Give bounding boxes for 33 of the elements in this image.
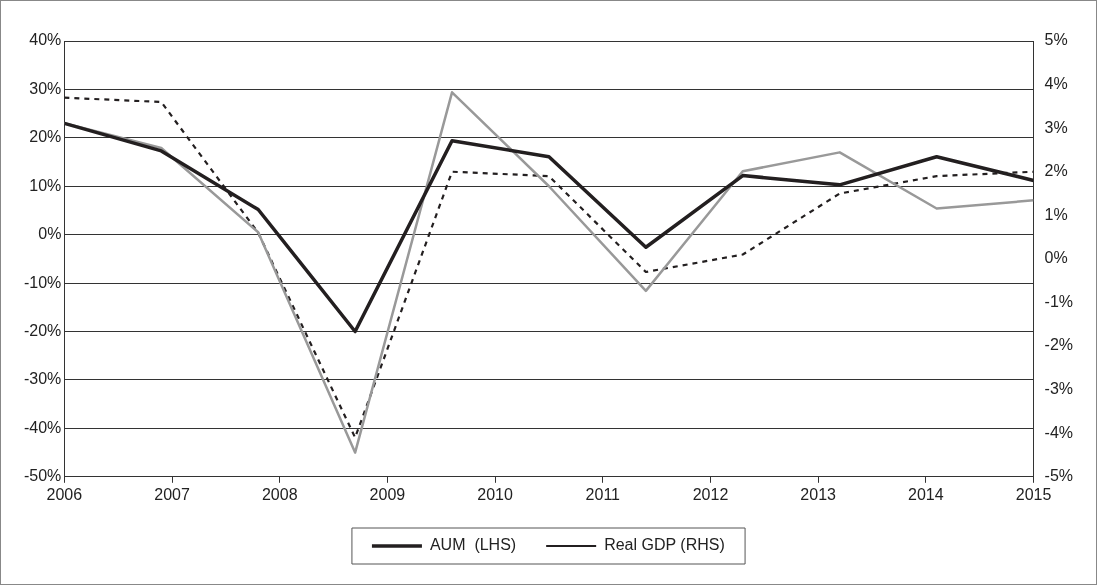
x-tick-label: 2008 (261, 485, 298, 503)
y2-tick-label: -1% (1044, 292, 1073, 310)
x-tick-label: 2012 (692, 485, 729, 503)
x-tick-label: 2011 (585, 485, 621, 503)
x-tick-label: 2009 (369, 485, 406, 503)
legend-label: Real GDP (RHS) (604, 536, 725, 554)
y-tick-label: 10% (29, 176, 62, 194)
x-tick-label: 2006 (46, 485, 83, 503)
y2-tick-label: 0% (1044, 249, 1068, 267)
y2-tick-label: -2% (1044, 336, 1073, 354)
y2-tick-label: 3% (1044, 118, 1068, 136)
y2-tick-label: 2% (1044, 162, 1068, 180)
legend-label: AUM (LHS) (429, 536, 517, 554)
y-tick-label: -40% (23, 418, 62, 436)
y2-tick-label: -3% (1044, 380, 1073, 398)
y-tick-label: -10% (23, 273, 62, 291)
y-tick-label: -30% (23, 370, 62, 388)
y2-tick-label: -5% (1044, 467, 1073, 485)
x-tick-label: 2010 (477, 485, 513, 503)
x-tick-label: 2014 (908, 485, 944, 503)
y-tick-label: -50% (23, 467, 62, 485)
y2-tick-label: -4% (1044, 423, 1073, 441)
x-tick-label: 2007 (154, 485, 190, 503)
x-tick-label: 2015 (1015, 485, 1052, 503)
y-tick-label: 20% (29, 128, 62, 146)
y-tick-label: -20% (23, 321, 62, 339)
y-tick-label: 0% (38, 225, 62, 243)
y2-tick-label: 4% (1044, 74, 1068, 92)
x-tick-label: 2013 (800, 485, 837, 503)
y2-tick-label: 1% (1044, 205, 1068, 223)
y2-tick-label: 5% (1044, 31, 1068, 49)
y-tick-label: 30% (29, 79, 62, 97)
y-tick-label: 40% (29, 31, 62, 49)
